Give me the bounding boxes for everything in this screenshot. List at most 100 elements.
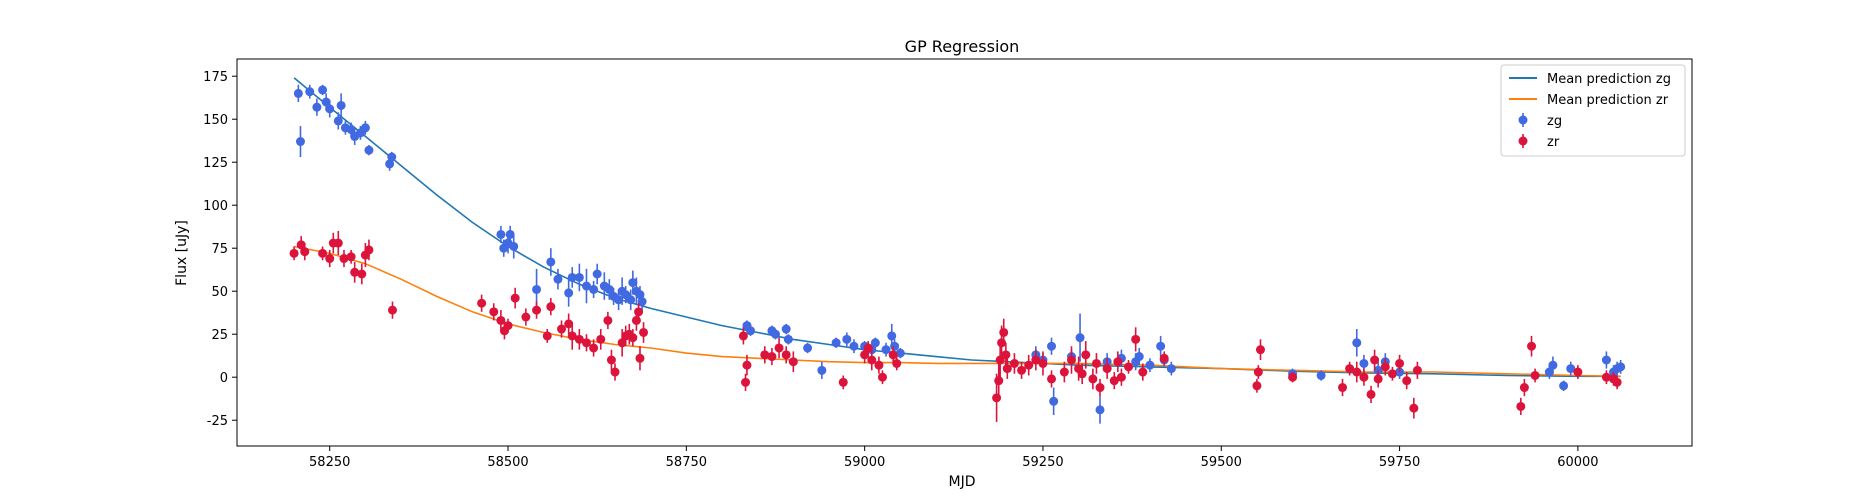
data-point: [581, 338, 591, 348]
data-point: [1409, 403, 1419, 413]
data-point: [860, 350, 870, 360]
data-point: [781, 324, 791, 334]
data-point: [603, 315, 613, 325]
data-point: [1601, 355, 1611, 365]
y-tick-label: 150: [203, 113, 228, 128]
data-point: [293, 88, 303, 98]
data-point: [1077, 369, 1087, 379]
data-point: [1601, 372, 1611, 382]
data-point: [1352, 338, 1362, 348]
series-zr: [289, 231, 1622, 422]
data-point: [1573, 367, 1583, 377]
data-point: [1113, 357, 1123, 367]
data-point: [1047, 341, 1057, 351]
data-point: [639, 327, 649, 337]
y-tick-label: 50: [211, 285, 228, 300]
data-point: [509, 241, 519, 251]
data-point: [628, 333, 638, 343]
data-point: [505, 229, 515, 239]
data-point: [1516, 401, 1526, 411]
data-point: [510, 293, 520, 303]
data-point: [1159, 353, 1169, 363]
legend-marker-swatch: [1518, 136, 1528, 146]
data-point: [1352, 367, 1362, 377]
data-point: [300, 247, 310, 257]
x-axis-label: MJD: [949, 474, 976, 490]
data-point: [567, 272, 577, 282]
data-point: [999, 327, 1009, 337]
data-point: [336, 100, 346, 110]
data-point: [874, 360, 884, 370]
data-point: [596, 334, 606, 344]
data-point: [606, 355, 616, 365]
data-point: [1124, 362, 1134, 372]
data-point: [994, 376, 1004, 386]
data-point: [333, 116, 343, 126]
x-tick-label: 60000: [1557, 455, 1598, 470]
data-point: [1566, 364, 1576, 374]
data-point: [767, 352, 777, 362]
x-tick-label: 58500: [487, 455, 528, 470]
data-point: [1255, 345, 1265, 355]
data-point: [1131, 334, 1141, 344]
data-point: [489, 307, 499, 317]
data-point: [289, 248, 299, 258]
data-point: [350, 267, 360, 277]
data-point: [1252, 381, 1262, 391]
y-tick-label: 175: [203, 70, 228, 85]
data-point: [890, 341, 900, 351]
legend-entry-label: Mean prediction zg: [1547, 72, 1671, 87]
data-point: [296, 240, 306, 250]
data-point: [557, 324, 567, 334]
x-tick-label: 59750: [1379, 455, 1420, 470]
axis-ticks: 58250 58500 58750 59000 59250 59500 59750 60000…: [203, 70, 1598, 470]
y-tick-label: -25: [207, 414, 228, 429]
data-point: [1402, 376, 1412, 386]
data-point: [746, 326, 756, 336]
data-point: [553, 274, 563, 284]
data-point: [803, 343, 813, 353]
data-point: [346, 252, 356, 262]
data-point: [995, 355, 1005, 365]
data-point: [1366, 389, 1376, 399]
x-tick-label: 59250: [1022, 455, 1063, 470]
data-point: [887, 331, 897, 341]
data-point: [521, 312, 531, 322]
data-point: [1059, 367, 1069, 377]
x-tick-label: 58750: [666, 455, 707, 470]
data-point: [564, 319, 574, 329]
x-tick-label: 58250: [309, 455, 350, 470]
plot-area: [289, 77, 1626, 424]
data-point: [842, 334, 852, 344]
chart-title: GP Regression: [905, 37, 1020, 56]
data-point: [339, 254, 349, 264]
y-tick-label: 125: [203, 156, 228, 171]
data-point: [1387, 369, 1397, 379]
data-point: [546, 302, 556, 312]
y-axis-label: Flux [uJy]: [174, 220, 190, 286]
data-point: [1091, 358, 1101, 368]
data-point: [325, 254, 335, 264]
data-point: [581, 281, 591, 291]
data-point: [364, 145, 374, 155]
legend-marker-swatch: [1518, 115, 1528, 125]
y-tick-label: 0: [220, 371, 228, 386]
data-point: [1038, 358, 1048, 368]
data-point: [387, 305, 397, 315]
mean-prediction-line: [293, 77, 1621, 378]
data-point: [1359, 372, 1369, 382]
data-point: [770, 329, 780, 339]
data-point: [1116, 372, 1126, 382]
data-point: [1145, 360, 1155, 370]
data-point: [741, 377, 751, 387]
mean-prediction-line: [293, 245, 1621, 378]
data-point: [774, 343, 784, 353]
data-point: [312, 102, 322, 112]
y-tick-label: 100: [203, 199, 228, 214]
data-point: [1009, 358, 1019, 368]
data-point: [635, 353, 645, 363]
data-point: [305, 87, 315, 97]
data-point: [346, 125, 356, 135]
data-point: [1530, 370, 1540, 380]
